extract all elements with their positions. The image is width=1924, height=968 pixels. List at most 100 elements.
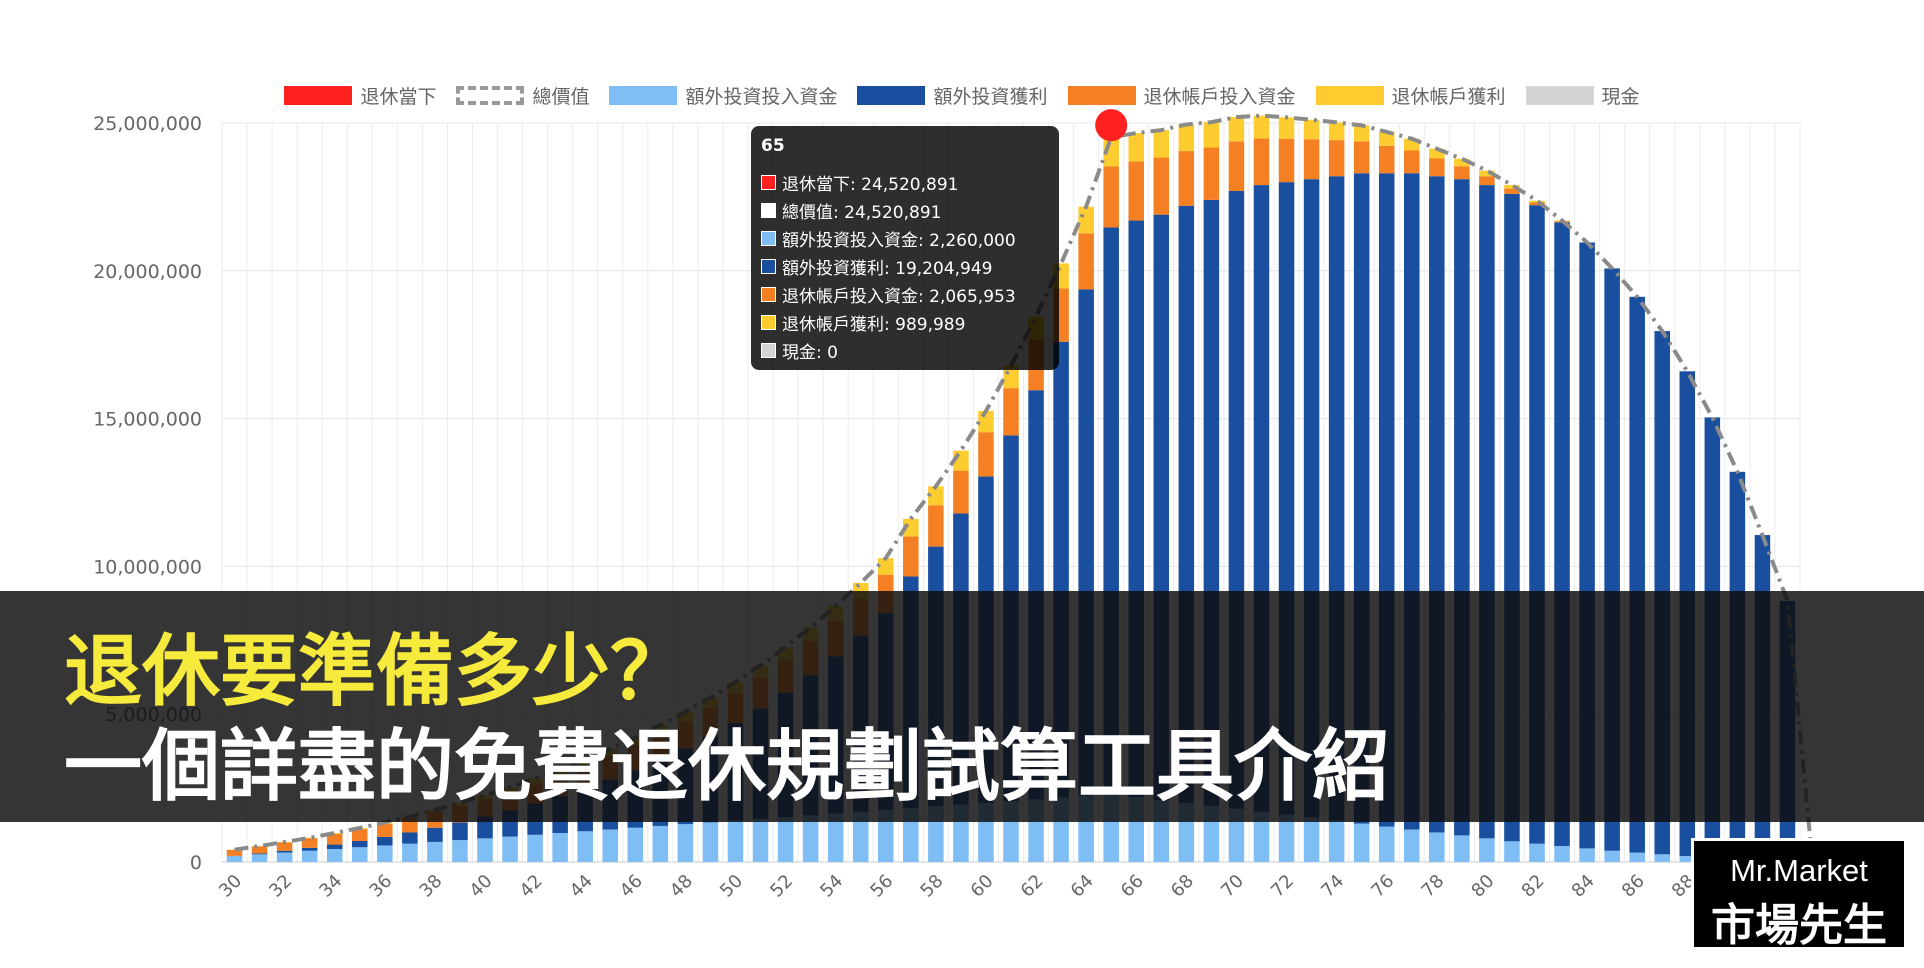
legend-item[interactable]: 退休帳戶投入資金 (1067, 82, 1296, 109)
legend-item[interactable]: 現金 (1525, 82, 1640, 109)
bar-segment[interactable] (827, 813, 844, 862)
bar-segment[interactable] (276, 850, 293, 853)
bar-segment[interactable] (1504, 841, 1520, 862)
bar-segment[interactable] (1078, 233, 1094, 290)
bar-segment[interactable] (1178, 151, 1195, 206)
bar-segment[interactable] (301, 838, 318, 848)
bar-segment[interactable] (276, 842, 293, 851)
bar-segment[interactable] (502, 836, 518, 862)
bar-segment[interactable] (1504, 185, 1520, 189)
bar-segment[interactable] (1178, 124, 1195, 152)
bar-segment[interactable] (427, 827, 443, 842)
bar-segment[interactable] (1328, 122, 1345, 141)
bar-segment[interactable] (1353, 125, 1370, 142)
bar-segment[interactable] (527, 834, 543, 862)
bar-segment[interactable] (1654, 854, 1671, 862)
bar-segment[interactable] (1353, 141, 1370, 174)
bar-segment[interactable] (1679, 856, 1696, 862)
bar-segment[interactable] (1278, 117, 1295, 139)
bar-segment[interactable] (1454, 158, 1470, 167)
bar-segment[interactable] (1579, 848, 1595, 862)
bar-segment[interactable] (877, 558, 894, 575)
legend-item[interactable]: 退休帳戶獲利 (1315, 82, 1506, 109)
bar-segment[interactable] (301, 847, 318, 851)
bar-segment[interactable] (1203, 147, 1220, 200)
bar-segment[interactable] (928, 505, 944, 547)
bar-segment[interactable] (1378, 145, 1395, 174)
bar-segment[interactable] (1554, 846, 1570, 862)
bar-segment[interactable] (251, 846, 268, 854)
bar-segment[interactable] (777, 817, 794, 862)
bar-segment[interactable] (301, 837, 318, 839)
bar-segment[interactable] (1378, 826, 1395, 862)
retirement-point-marker[interactable] (1095, 109, 1128, 142)
bar-segment[interactable] (402, 832, 418, 844)
bar-segment[interactable] (1529, 200, 1545, 203)
bar-segment[interactable] (326, 848, 343, 862)
bar-segment[interactable] (1403, 138, 1420, 151)
bar-segment[interactable] (326, 833, 343, 834)
bar-segment[interactable] (1504, 188, 1520, 194)
legend-item[interactable]: 額外投資獲利 (857, 82, 1048, 109)
bar-segment[interactable] (1253, 811, 1270, 862)
bar-segment[interactable] (677, 824, 694, 862)
bar-segment[interactable] (652, 825, 669, 862)
bar-segment[interactable] (1003, 388, 1019, 436)
bar-segment[interactable] (1303, 119, 1320, 140)
bar-segment[interactable] (251, 853, 268, 855)
bar-segment[interactable] (727, 820, 744, 862)
bar-segment[interactable] (377, 836, 393, 846)
bar-segment[interactable] (226, 849, 243, 856)
bar-segment[interactable] (552, 833, 568, 862)
bar-segment[interactable] (351, 841, 368, 848)
bar-segment[interactable] (1303, 817, 1320, 862)
legend-item[interactable]: 退休當下 (284, 82, 436, 109)
bar-segment[interactable] (953, 470, 969, 514)
bar-segment[interactable] (1429, 158, 1445, 177)
bar-segment[interactable] (978, 432, 994, 477)
bar-segment[interactable] (1479, 170, 1495, 177)
bar-segment[interactable] (452, 840, 468, 862)
bar-segment[interactable] (1328, 820, 1345, 862)
bar-segment[interactable] (903, 518, 919, 537)
bar-segment[interactable] (1228, 808, 1245, 862)
bar-segment[interactable] (1403, 150, 1420, 174)
bar-segment[interactable] (1479, 838, 1495, 862)
bar-segment[interactable] (1228, 117, 1245, 142)
bar-segment[interactable] (301, 850, 318, 862)
bar-segment[interactable] (326, 844, 343, 849)
bar-segment[interactable] (377, 823, 393, 837)
bar-segment[interactable] (903, 536, 919, 577)
bar-segment[interactable] (1303, 139, 1320, 180)
bar-segment[interactable] (1228, 141, 1245, 191)
bar-segment[interactable] (1629, 852, 1645, 862)
bar-segment[interactable] (1529, 843, 1545, 862)
bar-segment[interactable] (276, 852, 293, 862)
bar-segment[interactable] (1278, 138, 1295, 183)
bar-segment[interactable] (577, 831, 593, 862)
bar-segment[interactable] (477, 838, 493, 862)
bar-segment[interactable] (1353, 823, 1370, 862)
bar-segment[interactable] (1253, 115, 1270, 139)
bar-segment[interactable] (226, 856, 243, 862)
bar-segment[interactable] (702, 822, 719, 862)
bar-segment[interactable] (1078, 206, 1094, 234)
bar-segment[interactable] (627, 827, 644, 862)
bar-segment[interactable] (928, 486, 944, 506)
bar-segment[interactable] (1604, 850, 1620, 862)
bar-segment[interactable] (1128, 133, 1145, 162)
bar-segment[interactable] (1454, 835, 1470, 862)
bar-segment[interactable] (1529, 202, 1545, 206)
bar-segment[interactable] (427, 841, 443, 862)
bar-segment[interactable] (1103, 166, 1119, 228)
bar-segment[interactable] (1153, 130, 1170, 158)
bar-segment[interactable] (351, 847, 368, 862)
bar-segment[interactable] (1429, 832, 1445, 862)
bar-segment[interactable] (1403, 829, 1420, 862)
bar-segment[interactable] (351, 829, 368, 842)
bar-segment[interactable] (452, 822, 468, 841)
bar-segment[interactable] (1328, 140, 1345, 177)
bar-segment[interactable] (1378, 131, 1395, 146)
bar-segment[interactable] (251, 854, 268, 862)
bar-segment[interactable] (1429, 148, 1445, 159)
